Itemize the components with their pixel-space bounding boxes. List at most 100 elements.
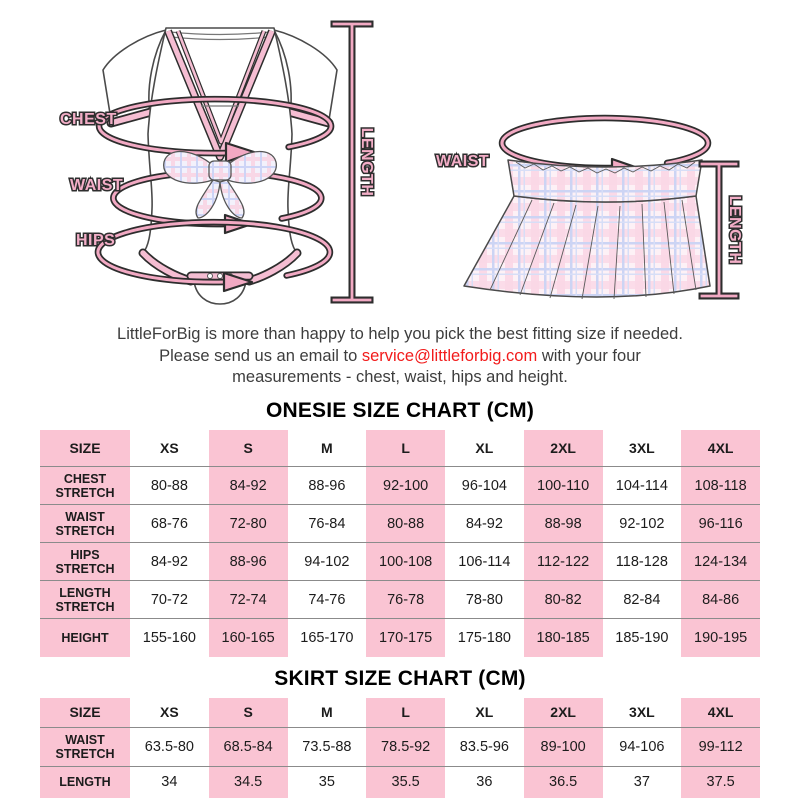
size-value: 70-72 — [130, 580, 209, 619]
size-value: 34 — [130, 766, 209, 798]
size-value: 78.5-92 — [366, 727, 445, 767]
sizing-help-line2-before: Please send us an email to — [159, 346, 362, 365]
size-value: 170-175 — [366, 618, 445, 657]
skirt-measurement-diagram: WAIST LENGTH — [435, 114, 745, 300]
onesie-chart-title: ONESIE SIZE CHART (CM) — [265, 398, 535, 422]
row-label: LENGTH STRETCH — [40, 580, 130, 619]
size-value: 165-170 — [287, 618, 367, 657]
size-value: 76-78 — [366, 580, 445, 619]
waist-label: WAIST — [70, 177, 123, 194]
col-header-m: M — [321, 439, 333, 456]
size-value: 108-118 — [681, 466, 760, 505]
onesie-size-table: SIZE XS S M L XL 2XL 3XL 4XL CHEST STRETCH 80-88 84… — [40, 429, 760, 657]
size-value: 96-116 — [681, 504, 760, 543]
size-value: 80-88 — [366, 504, 445, 543]
row-label: CHEST STRETCH — [40, 466, 130, 505]
size-value: 124-134 — [681, 542, 760, 581]
col-header-3xl: 3XL — [629, 439, 655, 456]
size-value: 84-92 — [445, 504, 524, 543]
size-value: 155-160 — [130, 618, 209, 657]
table-header-row: SIZE XS S M L XL 2XL 3XL 4XL — [40, 429, 760, 467]
hips-arrow-icon — [94, 218, 334, 293]
size-value: 180-185 — [523, 618, 603, 657]
measurement-diagrams: CHEST WAIST HIPS LENGTH — [0, 0, 800, 318]
size-value: 68.5-84 — [208, 727, 288, 767]
col-header-4xl: 4XL — [681, 429, 760, 467]
size-value: 92-102 — [602, 504, 682, 543]
row-label: WAIST STRETCH — [40, 504, 130, 543]
col-header-s: S — [208, 697, 288, 728]
size-value: 72-74 — [208, 580, 288, 619]
col-header-2xl: 2XL — [523, 429, 603, 467]
size-value: 36.5 — [523, 766, 603, 798]
col-header-l: L — [366, 429, 445, 467]
size-value: 104-114 — [602, 466, 682, 505]
hips-label: HIPS — [76, 232, 115, 249]
sailor-collar-illustration — [164, 29, 276, 161]
table-row: WAIST STRETCH 63.5-80 68.5-84 73.5-88 78.5-9… — [40, 727, 760, 767]
col-header-2xl: 2XL — [523, 697, 603, 728]
skirt-length-measure-icon — [698, 160, 740, 300]
onesie-measurement-diagram: CHEST WAIST HIPS LENGTH — [59, 20, 377, 305]
size-value: 88-96 — [208, 542, 288, 581]
size-value: 94-102 — [287, 542, 367, 581]
col-header-xs: XS — [160, 704, 179, 721]
size-value: 35 — [287, 766, 367, 798]
size-value: 82-84 — [602, 580, 682, 619]
col-header-size: SIZE — [40, 697, 130, 728]
col-header-3xl: 3XL — [629, 704, 655, 721]
row-label: WAIST STRETCH — [40, 727, 130, 767]
col-header-xl: XL — [475, 439, 494, 456]
size-value: 88-98 — [523, 504, 603, 543]
size-value: 84-92 — [130, 542, 209, 581]
size-value: 94-106 — [602, 727, 682, 767]
size-value: 160-165 — [208, 618, 288, 657]
onesie-chart-section: ONESIE SIZE CHART (CM) SIZE XS S M L XL 2XL 3XL… — [0, 399, 800, 657]
sizing-help-text: LittleForBig is more than happy to help … — [0, 324, 800, 389]
col-header-4xl: 4XL — [681, 697, 760, 728]
size-value: 63.5-80 — [130, 727, 209, 767]
sizing-help-line1: LittleForBig is more than happy to help … — [117, 325, 683, 343]
sizing-help-line2: Please send us an email to service@littl… — [0, 346, 800, 368]
size-value: 84-86 — [681, 580, 760, 619]
col-header-size: SIZE — [40, 429, 130, 467]
onesie-length-measure-icon — [330, 20, 374, 304]
onesie-length-label: LENGTH — [358, 128, 375, 197]
size-value: 37.5 — [681, 766, 760, 798]
col-header-m: M — [321, 704, 333, 721]
row-label: LENGTH — [40, 766, 130, 798]
col-header-l: L — [366, 697, 445, 728]
size-value: 118-128 — [602, 542, 682, 581]
table-row: HIPS STRETCH 84-92 88-96 94-102 100-108 106-1… — [40, 542, 760, 581]
size-value: 175-180 — [445, 618, 524, 657]
size-value: 34.5 — [208, 766, 288, 798]
table-header-row: SIZE XS S M L XL 2XL 3XL 4XL — [40, 697, 760, 728]
bow-illustration — [163, 150, 277, 219]
sizing-help-line3: measurements - chest, waist, hips and he… — [232, 368, 568, 386]
skirt-size-table: SIZE XS S M L XL 2XL 3XL 4XL WAIST STRETCH 63.5-80… — [40, 697, 760, 798]
size-value: 89-100 — [523, 727, 603, 767]
size-value: 112-122 — [523, 542, 603, 581]
table-row: LENGTH 34 34.5 35 35.5 36 36.5 37 37.5 — [40, 766, 760, 798]
size-value: 68-76 — [130, 504, 209, 543]
size-value: 185-190 — [602, 618, 682, 657]
chest-label: CHEST — [60, 111, 117, 128]
skirt-waist-label: WAIST — [436, 153, 489, 170]
size-value: 72-80 — [208, 504, 288, 543]
size-value: 78-80 — [445, 580, 524, 619]
sizing-help-line2-after: with your four — [537, 346, 641, 365]
size-value: 96-104 — [445, 466, 524, 505]
size-value: 74-76 — [287, 580, 367, 619]
skirt-illustration — [463, 159, 711, 300]
col-header-xl: XL — [475, 704, 494, 721]
support-email-link[interactable]: service@littleforbig.com — [361, 346, 538, 365]
size-value: 84-92 — [208, 466, 288, 505]
size-value: 37 — [602, 766, 682, 798]
col-header-s: S — [208, 429, 288, 467]
size-value: 100-110 — [523, 466, 603, 505]
size-value: 92-100 — [366, 466, 445, 505]
skirt-chart-section: SKIRT SIZE CHART (CM) SIZE XS S M L XL 2XL 3XL 4… — [0, 667, 800, 798]
table-row: WAIST STRETCH 68-76 72-80 76-84 80-88 84-92 88… — [40, 504, 760, 543]
size-value: 80-82 — [523, 580, 603, 619]
col-header-xs: XS — [160, 439, 179, 456]
